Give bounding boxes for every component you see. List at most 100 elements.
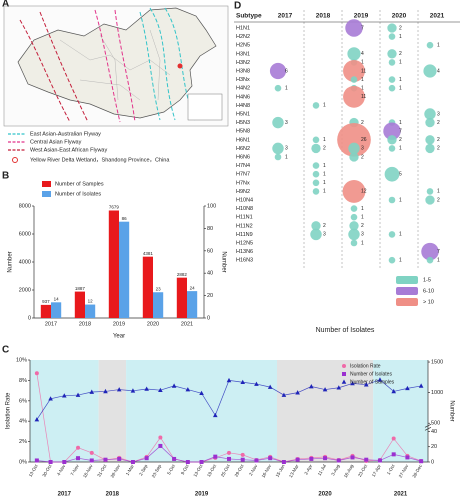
y3-tick-label: 500 — [431, 421, 440, 427]
marker — [309, 456, 314, 461]
legend-label: Number of Isolates — [350, 371, 392, 377]
x-tick-label: 17-Apr — [371, 463, 382, 478]
marker — [171, 383, 177, 388]
country-outline — [17, 7, 217, 119]
x-tick-label: 19-Oct — [206, 463, 217, 478]
province-lines — [59, 29, 171, 101]
marker — [267, 384, 273, 389]
x-tick-label: 16-Aug — [343, 463, 355, 478]
marker — [419, 459, 424, 464]
bubble — [311, 143, 321, 154]
year-band — [30, 360, 99, 462]
legend-label: Number of Samples — [55, 181, 104, 187]
row-header: Subtype — [236, 13, 262, 20]
legend-swatch — [42, 191, 51, 197]
value-label: 1 — [285, 86, 288, 92]
value-label: 7 — [437, 249, 440, 255]
bubble — [274, 153, 282, 161]
marker — [418, 383, 424, 388]
value-label: 1 — [361, 60, 364, 66]
marker — [213, 454, 218, 459]
y2-tick-label: 40 — [207, 271, 213, 277]
value-label: 1 — [361, 77, 364, 83]
row-label: H16N3 — [236, 258, 253, 264]
value-label: 1 — [285, 154, 288, 160]
y2-tick-label: 0 — [431, 459, 434, 465]
bubble — [425, 117, 435, 128]
value-label: 1887 — [75, 286, 86, 291]
year-label: 2017 — [58, 492, 72, 498]
y2-tick-label: 20 — [431, 444, 437, 450]
marker — [391, 436, 396, 441]
column-header: 2017 — [278, 13, 293, 20]
x-axis-label: Year — [113, 334, 125, 340]
value-label: 2 — [399, 51, 402, 57]
bubble — [426, 256, 434, 264]
value-label: 3 — [361, 232, 364, 238]
x-tick-label: 3-Aug — [330, 463, 341, 476]
marker — [341, 379, 347, 384]
value-label: 6 — [285, 68, 288, 74]
value-label: 3 — [437, 111, 440, 117]
marker — [350, 455, 355, 460]
bar — [40, 304, 51, 318]
bubble — [311, 221, 321, 231]
value-label: 1 — [399, 120, 402, 126]
y2-axis-label: Number — [220, 251, 226, 272]
marker — [117, 456, 122, 461]
value-label: 3 — [285, 120, 288, 126]
bubble — [272, 116, 284, 129]
row-label: H4N8 — [236, 103, 250, 109]
axis-break — [424, 423, 432, 431]
value-label: 1 — [437, 258, 440, 264]
row-label: H3N2 — [236, 60, 250, 66]
row-label: H10N4 — [236, 197, 253, 203]
bar — [176, 277, 187, 318]
x-tick-label: 1-Oct — [386, 463, 396, 476]
marker — [158, 443, 163, 448]
bubble — [350, 239, 358, 247]
bubble — [388, 84, 396, 92]
value-label: 2 — [361, 120, 364, 126]
flyway-central — [94, 9, 136, 123]
marker — [295, 457, 300, 462]
site-label: Yellow River Delta Wetland，Shandong Prov… — [30, 157, 170, 163]
legend-label: 6-10 — [423, 288, 434, 294]
y-tick-label: 8000 — [19, 203, 31, 209]
row-label: H11N2 — [236, 223, 253, 229]
row-label: H3N8 — [236, 68, 250, 74]
value-label: 2 — [399, 137, 402, 143]
bubble — [424, 108, 436, 120]
y-tick-label: 2000 — [19, 287, 31, 293]
value-label: 7 — [361, 25, 364, 31]
marker — [185, 387, 191, 392]
marker — [295, 390, 300, 395]
bubble — [312, 170, 320, 178]
legend-swatch — [42, 181, 51, 187]
bar — [119, 221, 130, 318]
bubble — [337, 122, 371, 157]
row-label: H6N2 — [236, 146, 250, 152]
row-label: H4N2 — [236, 86, 250, 92]
value-label: 12 — [88, 299, 94, 304]
bubble — [350, 213, 358, 221]
y2-tick-label: 60 — [207, 248, 213, 254]
value-label: 1 — [399, 34, 402, 40]
year-label: 2018 — [106, 492, 120, 498]
y-tick-label: 0% — [19, 459, 27, 465]
x-tick-label: 7-Nov — [70, 463, 81, 477]
marker — [364, 457, 369, 462]
x-tick-label: 15-Jan — [275, 463, 286, 478]
bubble — [421, 242, 439, 261]
value-label: 1 — [361, 206, 364, 212]
bubble — [388, 33, 396, 40]
x-tick-label: 2019 — [113, 321, 125, 327]
marker — [281, 460, 286, 464]
legend-label: > 10 — [423, 299, 434, 305]
legend-swatch — [396, 298, 418, 306]
value-label: 2882 — [177, 272, 188, 277]
row-label: H3Nx — [236, 77, 250, 83]
marker — [254, 458, 259, 463]
marker — [363, 382, 369, 387]
row-label: H12N5 — [236, 240, 253, 246]
